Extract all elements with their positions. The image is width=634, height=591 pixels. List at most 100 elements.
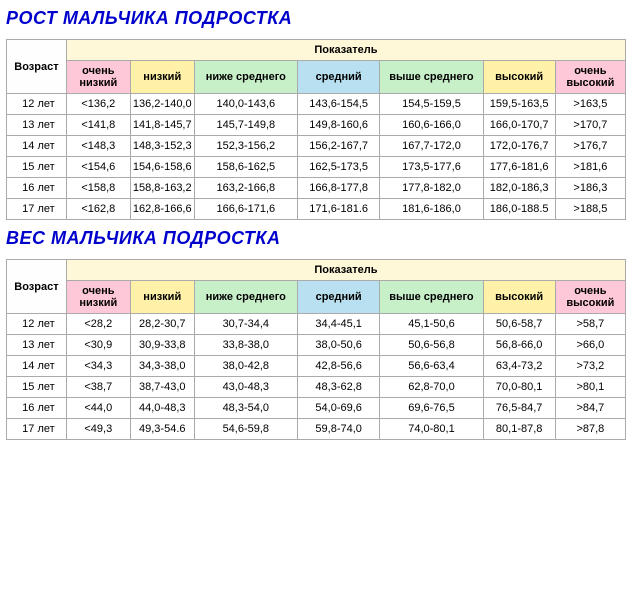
cell-value: 166,6-171,6 [194, 199, 297, 220]
cell-value: <49,3 [66, 419, 130, 440]
cell-value: 45,1-50,6 [380, 314, 483, 335]
cell-value: 160,6-166,0 [380, 115, 483, 136]
cell-value: 80,1-87,8 [483, 419, 555, 440]
cell-value: <162,8 [66, 199, 130, 220]
cell-age: 12 лет [7, 314, 67, 335]
cell-age: 14 лет [7, 136, 67, 157]
cell-value: >163,5 [555, 94, 625, 115]
cell-value: <28,2 [66, 314, 130, 335]
cell-value: 171,6-181.6 [297, 199, 380, 220]
cell-value: 30,9-33,8 [130, 335, 194, 356]
cell-value: <136,2 [66, 94, 130, 115]
col-mid: средний [297, 281, 380, 314]
col-above: выше среднего [380, 61, 483, 94]
cell-value: <141,8 [66, 115, 130, 136]
cell-value: 148,3-152,3 [130, 136, 194, 157]
cell-value: 62,8-70,0 [380, 377, 483, 398]
cell-value: <44,0 [66, 398, 130, 419]
table-row: 12 лет<28,228,2-30,730,7-34,434,4-45,145… [7, 314, 626, 335]
cell-value: >66,0 [555, 335, 625, 356]
weight-table: Возраст Показатель очень низкий низкий н… [6, 259, 626, 440]
table-row: 13 лет<141,8141,8-145,7145,7-149,8149,8-… [7, 115, 626, 136]
col-group: Показатель [66, 260, 625, 281]
cell-value: 33,8-38,0 [194, 335, 297, 356]
cell-value: 59,8-74,0 [297, 419, 380, 440]
cell-value: 177,6-181,6 [483, 157, 555, 178]
col-vhigh: очень высокий [555, 281, 625, 314]
cell-value: >87,8 [555, 419, 625, 440]
cell-value: 54,6-59,8 [194, 419, 297, 440]
cell-value: 158,8-163,2 [130, 178, 194, 199]
cell-value: 28,2-30,7 [130, 314, 194, 335]
table-row: 17 лет<49,349,3-54.654,6-59,859,8-74,074… [7, 419, 626, 440]
cell-value: 186,0-188.5 [483, 199, 555, 220]
col-vlow: очень низкий [66, 61, 130, 94]
col-below: ниже среднего [194, 61, 297, 94]
cell-age: 14 лет [7, 356, 67, 377]
height-table: Возраст Показатель очень низкий низкий н… [6, 39, 626, 220]
cell-value: 69,6-76,5 [380, 398, 483, 419]
cell-value: >186,3 [555, 178, 625, 199]
cell-age: 13 лет [7, 335, 67, 356]
table-row: 17 лет<162,8162,8-166,6166,6-171,6171,6-… [7, 199, 626, 220]
cell-value: 181,6-186,0 [380, 199, 483, 220]
cell-value: 182,0-186,3 [483, 178, 555, 199]
col-group: Показатель [66, 40, 625, 61]
cell-value: 162,5-173,5 [297, 157, 380, 178]
col-high: высокий [483, 281, 555, 314]
cell-value: 56,6-63,4 [380, 356, 483, 377]
cell-value: 48,3-54,0 [194, 398, 297, 419]
cell-value: 49,3-54.6 [130, 419, 194, 440]
cell-value: 48,3-62,8 [297, 377, 380, 398]
cell-value: 166,8-177,8 [297, 178, 380, 199]
col-below: ниже среднего [194, 281, 297, 314]
cell-value: <148,3 [66, 136, 130, 157]
cell-value: >80,1 [555, 377, 625, 398]
cell-value: 162,8-166,6 [130, 199, 194, 220]
cell-value: 163,2-166,8 [194, 178, 297, 199]
cell-age: 13 лет [7, 115, 67, 136]
table-row: 13 лет<30,930,9-33,833,8-38,038,0-50,650… [7, 335, 626, 356]
cell-age: 16 лет [7, 398, 67, 419]
cell-value: 173,5-177,6 [380, 157, 483, 178]
cell-value: 152,3-156,2 [194, 136, 297, 157]
cell-value: 63,4-73,2 [483, 356, 555, 377]
cell-age: 16 лет [7, 178, 67, 199]
title-height: РОСТ МАЛЬЧИКА ПОДРОСТКА [6, 8, 634, 29]
cell-age: 17 лет [7, 419, 67, 440]
col-low: низкий [130, 281, 194, 314]
table-row: 16 лет<158,8158,8-163,2163,2-166,8166,8-… [7, 178, 626, 199]
table-row: 14 лет<34,334,3-38,038,0-42,842,8-56,656… [7, 356, 626, 377]
cell-value: >188,5 [555, 199, 625, 220]
cell-value: 167,7-172,0 [380, 136, 483, 157]
cell-value: >58,7 [555, 314, 625, 335]
cell-value: 34,3-38,0 [130, 356, 194, 377]
cell-value: 38,0-50,6 [297, 335, 380, 356]
cell-value: <158,8 [66, 178, 130, 199]
table-row: 15 лет<154,6154,6-158,6158,6-162,5162,5-… [7, 157, 626, 178]
col-vlow: очень низкий [66, 281, 130, 314]
title-weight: ВЕС МАЛЬЧИКА ПОДРОСТКА [6, 228, 634, 249]
table-row: 15 лет<38,738,7-43,043,0-48,348,3-62,862… [7, 377, 626, 398]
cell-value: >73,2 [555, 356, 625, 377]
col-age: Возраст [7, 260, 67, 314]
cell-value: 34,4-45,1 [297, 314, 380, 335]
cell-value: 156,2-167,7 [297, 136, 380, 157]
cell-value: <154,6 [66, 157, 130, 178]
cell-value: 154,5-159,5 [380, 94, 483, 115]
cell-value: 159,5-163,5 [483, 94, 555, 115]
cell-value: 54,0-69,6 [297, 398, 380, 419]
col-age: Возраст [7, 40, 67, 94]
cell-value: 44,0-48,3 [130, 398, 194, 419]
cell-value: >170,7 [555, 115, 625, 136]
cell-value: 166,0-170,7 [483, 115, 555, 136]
cell-value: 50,6-56,8 [380, 335, 483, 356]
cell-value: 154,6-158,6 [130, 157, 194, 178]
cell-value: <30,9 [66, 335, 130, 356]
cell-age: 17 лет [7, 199, 67, 220]
col-high: высокий [483, 61, 555, 94]
cell-value: 141,8-145,7 [130, 115, 194, 136]
cell-value: >84,7 [555, 398, 625, 419]
cell-value: <34,3 [66, 356, 130, 377]
cell-value: >176,7 [555, 136, 625, 157]
